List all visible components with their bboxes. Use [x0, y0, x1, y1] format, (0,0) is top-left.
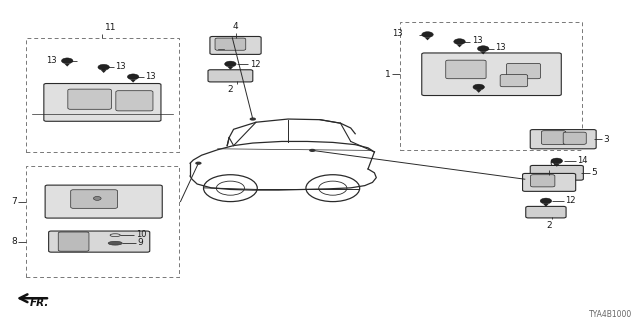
Text: 11: 11: [105, 23, 116, 32]
FancyBboxPatch shape: [44, 84, 161, 121]
Text: 12: 12: [565, 196, 575, 205]
Circle shape: [540, 198, 552, 204]
Text: 6: 6: [550, 159, 555, 168]
FancyBboxPatch shape: [530, 165, 584, 180]
Text: 7: 7: [11, 197, 17, 206]
Circle shape: [61, 58, 73, 64]
Polygon shape: [228, 67, 234, 70]
FancyBboxPatch shape: [68, 89, 111, 109]
Text: 5: 5: [591, 168, 597, 177]
FancyBboxPatch shape: [530, 130, 596, 149]
Text: FR.: FR.: [30, 298, 49, 308]
Ellipse shape: [108, 241, 122, 245]
Polygon shape: [64, 64, 70, 67]
Polygon shape: [101, 70, 106, 73]
Circle shape: [225, 61, 236, 67]
Text: 1: 1: [385, 70, 391, 79]
Circle shape: [422, 32, 433, 37]
FancyBboxPatch shape: [116, 91, 153, 111]
FancyBboxPatch shape: [49, 231, 150, 252]
FancyBboxPatch shape: [445, 60, 486, 79]
Text: 13: 13: [392, 29, 403, 38]
Text: 4: 4: [233, 22, 238, 31]
FancyBboxPatch shape: [71, 190, 118, 208]
Circle shape: [477, 46, 489, 52]
Bar: [26, 166, 179, 277]
FancyBboxPatch shape: [531, 175, 555, 187]
Text: 9: 9: [138, 238, 143, 247]
Polygon shape: [476, 90, 481, 93]
Text: 3: 3: [603, 135, 609, 144]
FancyBboxPatch shape: [526, 206, 566, 218]
FancyBboxPatch shape: [563, 132, 586, 144]
FancyBboxPatch shape: [210, 36, 261, 54]
Polygon shape: [554, 164, 559, 167]
Circle shape: [195, 162, 202, 165]
Circle shape: [473, 84, 484, 90]
Polygon shape: [481, 52, 486, 54]
FancyBboxPatch shape: [541, 131, 566, 145]
Text: 8: 8: [11, 237, 17, 246]
Text: 13: 13: [145, 72, 156, 81]
Circle shape: [454, 39, 465, 44]
Circle shape: [551, 158, 563, 164]
Circle shape: [127, 74, 139, 80]
FancyBboxPatch shape: [208, 70, 253, 82]
Text: 13: 13: [46, 56, 57, 65]
Text: 2: 2: [547, 221, 552, 230]
Circle shape: [309, 149, 316, 152]
Text: 10: 10: [136, 230, 146, 239]
Text: 12: 12: [250, 60, 260, 68]
Polygon shape: [425, 37, 430, 40]
Bar: [400, 22, 582, 150]
Polygon shape: [457, 44, 462, 47]
Text: 13: 13: [472, 36, 483, 45]
Polygon shape: [131, 80, 136, 83]
Circle shape: [250, 117, 256, 121]
Text: 13: 13: [115, 62, 126, 71]
FancyBboxPatch shape: [500, 75, 528, 87]
FancyBboxPatch shape: [422, 53, 561, 95]
Text: 14: 14: [577, 156, 588, 165]
FancyBboxPatch shape: [215, 38, 246, 50]
FancyBboxPatch shape: [45, 185, 163, 218]
Circle shape: [93, 196, 101, 200]
Text: TYA4B1000: TYA4B1000: [589, 310, 632, 319]
Text: 2: 2: [228, 85, 233, 94]
Text: 13: 13: [495, 44, 506, 52]
FancyBboxPatch shape: [58, 232, 89, 251]
FancyBboxPatch shape: [522, 173, 576, 191]
Polygon shape: [543, 204, 548, 207]
Bar: [26, 38, 179, 152]
Circle shape: [98, 64, 109, 70]
FancyBboxPatch shape: [507, 63, 541, 79]
